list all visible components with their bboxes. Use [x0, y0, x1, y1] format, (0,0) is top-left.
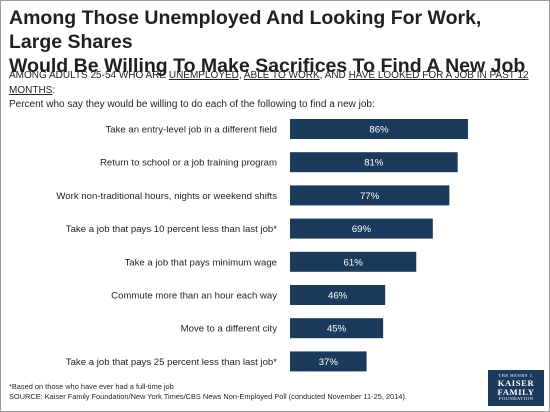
value-label: 37%	[319, 357, 339, 368]
category-label: Work non-traditional hours, nights or we…	[56, 191, 277, 202]
bar	[290, 318, 384, 339]
value-label: 45%	[327, 324, 347, 335]
category-label: Return to school or a job training progr…	[100, 158, 277, 169]
bar	[290, 185, 450, 206]
subtitle-line-1: AMONG ADULTS 25-54 WHO ARE UNEMPLOYED, A…	[9, 69, 544, 98]
value-label: 77%	[360, 191, 380, 202]
subtitle-line-2: Percent who say they would be willing to…	[9, 99, 375, 110]
subtitle-text-3: , AND	[319, 70, 349, 81]
value-label: 69%	[352, 224, 372, 235]
footnote-source: SOURCE: Kaiser Family Foundation/New Yor…	[9, 391, 407, 401]
category-label: Move to a different city	[181, 324, 278, 335]
chart-subtitle: AMONG ADULTS 25-54 WHO ARE UNEMPLOYED, A…	[9, 69, 544, 113]
value-label: 61%	[344, 257, 364, 268]
bar	[290, 251, 417, 272]
subtitle-text-1: AMONG ADULTS 25-54 WHO ARE	[9, 70, 169, 81]
bar	[290, 285, 386, 305]
chart-title-line-2: Would Be Willing To Make Sacrifices To F…	[9, 55, 526, 77]
category-label: Take a job that pays minimum wage	[124, 257, 277, 268]
value-label: 46%	[328, 291, 348, 302]
category-label: Take a job that pays 10 percent less tha…	[66, 224, 277, 235]
logo-line-4: FOUNDATION	[498, 396, 534, 402]
subtitle-text-4: :	[52, 84, 56, 96]
chart-title: Among Those Unemployed And Looking For W…	[9, 6, 539, 78]
category-label: Take a job that pays 25 percent less tha…	[66, 357, 277, 368]
bar	[290, 218, 433, 239]
subtitle-unemployed: UNEMPLOYED	[168, 70, 239, 81]
bar	[290, 351, 367, 372]
category-label: Take an entry-level job in a different f…	[105, 125, 277, 136]
footnotes: *Based on those who have ever had a full…	[9, 382, 479, 401]
value-label: 86%	[369, 125, 389, 136]
chart-title-line-1: Among Those Unemployed And Looking For W…	[9, 7, 482, 53]
subtitle-looked-for-job: HAVE LOOKED FOR A JOB IN PAST 12 MONTHS	[9, 70, 529, 96]
logo-line-3: FAMILY	[497, 386, 535, 397]
category-label: Commute more than an hour each way	[111, 291, 277, 302]
subtitle-text-2: ,	[238, 70, 244, 81]
bar	[290, 152, 458, 173]
logo-line-1: THE HENRY J.	[498, 373, 534, 378]
subtitle-able-to-work: ABLE TO WORK	[243, 70, 320, 81]
bar-chart: Take an entry-level job in a different f…	[56, 119, 469, 372]
bar	[290, 119, 469, 139]
footnote-asterisk: *Based on those who have ever had a full…	[9, 382, 174, 391]
value-label: 81%	[364, 158, 384, 169]
kff-logo: THE HENRY J. KAISER FAMILY FOUNDATION	[488, 370, 544, 406]
logo-line-2: KAISER	[497, 378, 535, 388]
